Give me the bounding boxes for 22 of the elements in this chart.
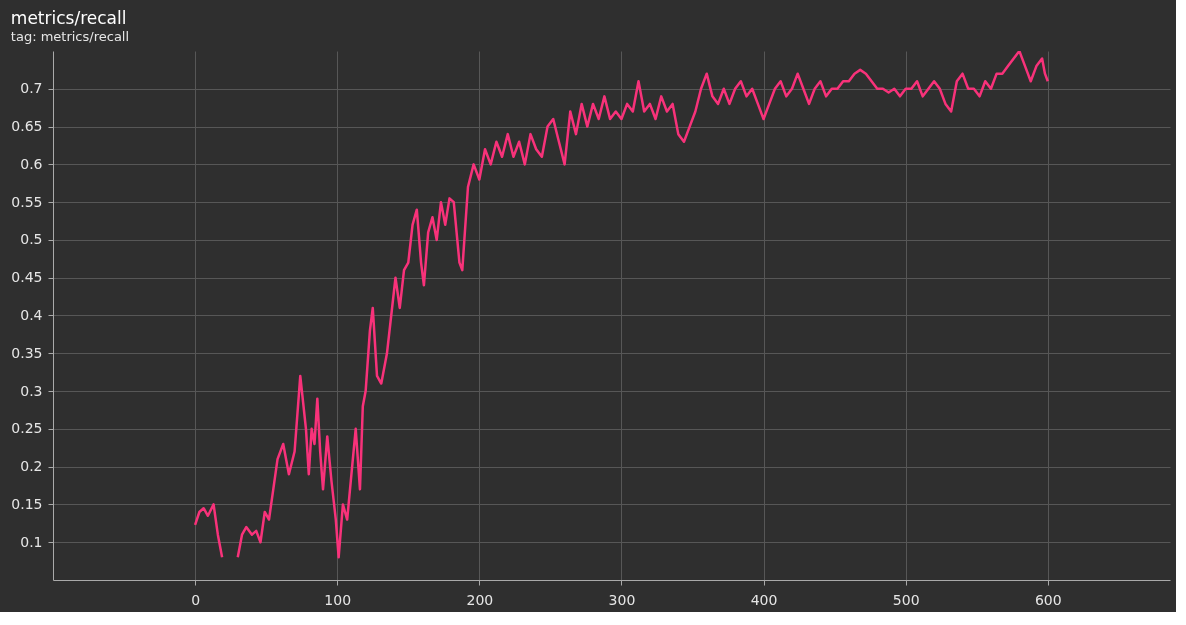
y-tick-label: 0.45	[11, 269, 43, 286]
y-tick-label: 0.3	[20, 382, 43, 399]
chart-subtitle: tag: metrics/recall	[10, 29, 130, 44]
chart-title: metrics/recall	[10, 8, 127, 28]
y-tick-label: 0.6	[20, 155, 43, 172]
x-tick-label: 100	[324, 591, 352, 608]
y-tick-label: 0.65	[11, 118, 43, 135]
x-tick-label: 300	[608, 591, 636, 608]
y-tick-label: 0.5	[20, 231, 43, 248]
y-tick-label: 0.1	[20, 533, 43, 550]
y-tick-label: 0.2	[20, 458, 43, 475]
x-tick-label: 500	[892, 591, 920, 608]
y-tick-label: 0.4	[20, 307, 43, 323]
y-tick-label: 0.15	[11, 495, 43, 512]
y-tick-label: 0.25	[11, 420, 43, 437]
x-tick-label: 400	[750, 591, 778, 608]
y-tick-label: 0.7	[20, 80, 43, 97]
x-tick-label: 200	[466, 591, 494, 608]
y-tick-label: 0.55	[11, 193, 43, 210]
x-tick-label: 600	[1034, 591, 1062, 608]
y-tick-label: 0.35	[11, 344, 43, 361]
x-tick-label: 0	[191, 591, 201, 608]
